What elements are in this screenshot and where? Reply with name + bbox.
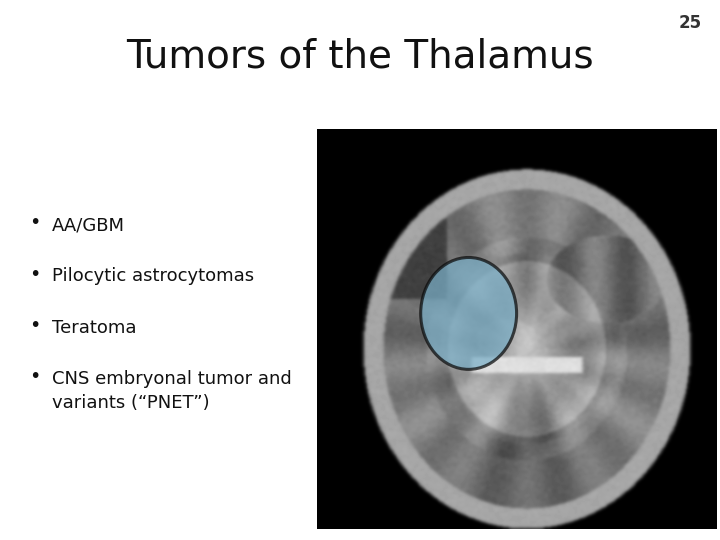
Text: Tumors of the Thalamus: Tumors of the Thalamus: [126, 38, 594, 76]
Text: Teratoma: Teratoma: [52, 319, 136, 336]
Text: Pilocytic astrocytomas: Pilocytic astrocytomas: [52, 267, 254, 285]
Text: •: •: [29, 265, 40, 284]
Text: 25: 25: [679, 14, 702, 31]
Text: CNS embryonal tumor and
variants (“PNET”): CNS embryonal tumor and variants (“PNET”…: [52, 370, 292, 411]
Text: •: •: [29, 213, 40, 232]
Ellipse shape: [420, 258, 517, 369]
Text: AA/GBM: AA/GBM: [52, 216, 125, 234]
Text: •: •: [29, 367, 40, 386]
Text: •: •: [29, 316, 40, 335]
